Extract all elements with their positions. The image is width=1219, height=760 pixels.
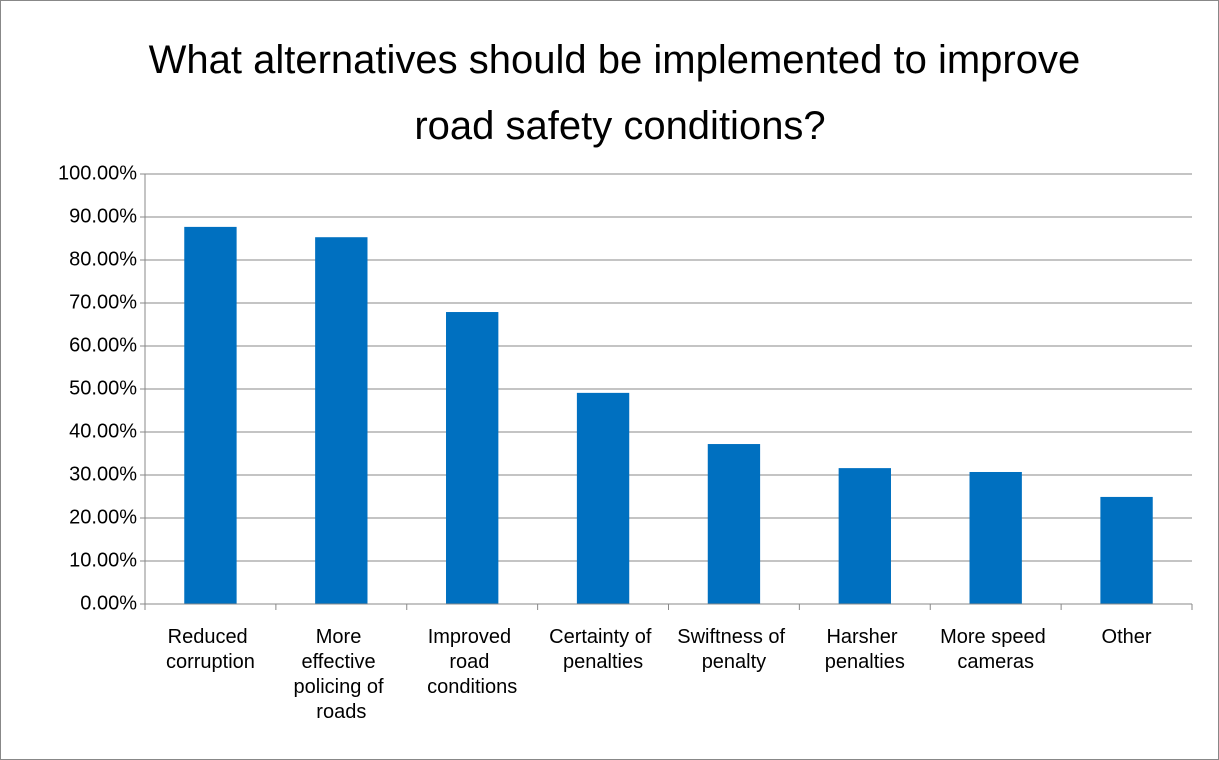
y-tick-label: 10.00%	[69, 549, 137, 571]
y-tick-label: 20.00%	[69, 506, 137, 528]
x-tick-label: More speed cameras	[940, 626, 1051, 673]
bar	[1100, 496, 1153, 604]
y-tick-label: 0.00%	[80, 592, 137, 614]
y-tick-label: 50.00%	[69, 377, 137, 399]
y-tick-label: 70.00%	[69, 291, 137, 313]
y-tick-label: 60.00%	[69, 334, 137, 356]
y-tick-label: 80.00%	[69, 248, 137, 270]
bar	[707, 444, 761, 604]
y-tick-label: 90.00%	[69, 205, 137, 227]
x-tick-label: Certainty of penalties	[549, 626, 657, 673]
x-tick-label: Improved road conditions	[427, 626, 517, 698]
bar	[446, 312, 499, 604]
bar	[576, 392, 630, 604]
x-tick-label: Other	[1102, 626, 1152, 648]
x-tick-label: Reduced corruption	[166, 626, 255, 673]
y-tick-label: 100.00%	[58, 162, 137, 184]
y-tick-label: 40.00%	[69, 420, 137, 442]
bar	[184, 226, 237, 604]
bar	[969, 471, 1022, 604]
bar	[838, 468, 891, 604]
chart-title: What alternatives should be implemented …	[149, 38, 1092, 148]
y-tick-label: 30.00%	[69, 463, 137, 485]
bar	[315, 237, 368, 604]
x-tick-label: More effective policing of roads	[294, 626, 390, 723]
x-tick-label: Swiftness of penalty	[677, 626, 790, 673]
x-tick-label: Harsher penalties	[825, 626, 905, 673]
